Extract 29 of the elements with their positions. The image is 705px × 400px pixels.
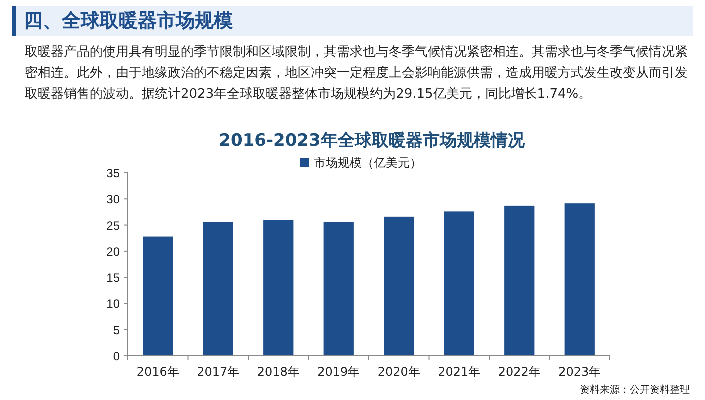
bar	[324, 222, 354, 356]
bar	[504, 206, 535, 356]
y-tick-label: 10	[106, 297, 120, 312]
y-tick-label: 35	[106, 166, 120, 180]
bar	[264, 220, 294, 356]
paragraph: 取暖器产品的使用具有明显的季节限制和区域限制，其需求也与冬季气候情况紧密相连。其需求也与冬季气候情况紧密相连。此外，由于地缘政治的不稳定因素，地区冲突一定程度上会影响能源供需，造成用暖方式发生改变从而引发取暖器销售的波动。据统计2023年全球取暖器整体市场规模约为29.15亿美元，同比增长1.74%。	[25, 44, 689, 104]
x-tick-label: 2020年	[378, 365, 420, 379]
bar	[384, 216, 414, 356]
y-tick-label: 5	[113, 323, 120, 338]
heading: 四、全球取暖器市场规模	[12, 6, 693, 36]
x-tick-label: 2022年	[498, 365, 541, 379]
y-tick-label: 25	[106, 218, 120, 233]
bar	[444, 212, 474, 356]
x-tick-label: 2018年	[257, 365, 300, 379]
bar	[143, 236, 174, 356]
bar	[203, 222, 234, 356]
x-tick-label: 2023年	[558, 365, 602, 379]
y-tick-label: 20	[106, 244, 120, 259]
y-tick-label: 15	[106, 271, 120, 286]
y-tick-label: 0	[113, 350, 120, 364]
x-tick-label: 2021年	[438, 365, 481, 379]
x-tick-label: 2016年	[136, 365, 180, 379]
x-tick-label: 2019年	[318, 365, 360, 379]
x-tick-label: 2017年	[197, 365, 240, 379]
bar	[564, 204, 595, 356]
y-tick-label: 30	[106, 192, 120, 207]
legend: 市场规模（亿美元）	[300, 156, 422, 170]
chart-title: 2016-2023年全球取暖器市场规模情况	[219, 131, 526, 151]
text: 资料来源：公开资料整理	[580, 384, 690, 396]
